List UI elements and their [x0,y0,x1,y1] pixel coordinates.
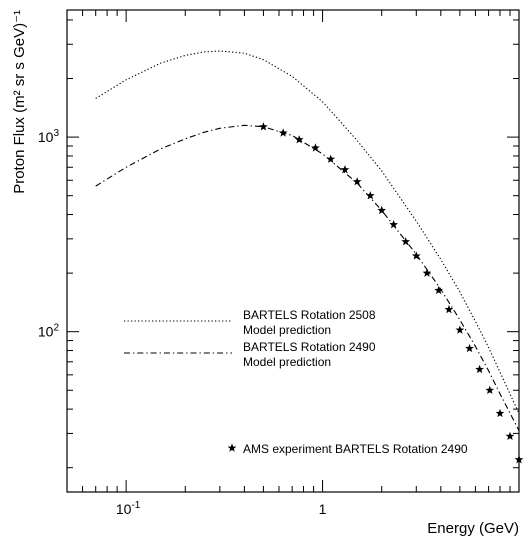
tick-labels: 10-1 1 102 103 [38,128,327,517]
data-point-star [465,343,474,353]
x-tick-label: 1 [319,501,327,517]
legend-star-marker [227,443,237,452]
data-point-star [475,364,484,374]
data-point-star [389,220,398,229]
data-point-star [377,205,387,215]
data-point-star [365,191,375,200]
data-point-star [340,165,350,174]
y-tick-label: 103 [38,128,60,145]
y-axis-title: Proton Flux (m² sr s GeV)⁻¹ [11,10,28,194]
data-point-star [278,128,288,137]
data-point-star [485,385,495,394]
series-layer [95,50,524,464]
data-point-star [311,143,320,152]
plot-frame [66,9,520,493]
legend-sublabel-2: Model prediction [243,355,331,369]
data-point-star [401,237,411,246]
series-line-2 [95,124,520,431]
series-line-1 [95,50,520,414]
series-ams-markers [259,122,524,464]
data-point-star [455,325,465,334]
y-tick-label: 102 [38,323,60,340]
legend-label-1: BARTELS Rotation 2508 [243,308,376,322]
legend-label-2: BARTELS Rotation 2490 [243,340,376,354]
data-point-star [495,408,505,418]
axis-ticks [66,10,520,492]
legend-label-3: AMS experiment BARTELS Rotation 2490 [243,442,468,456]
data-point-star [434,285,444,295]
data-point-star [505,431,515,441]
x-axis-title: Energy (GeV) [427,520,519,537]
data-point-star [422,268,432,277]
data-point-star [326,154,336,163]
legend-sublabel-1: Model prediction [243,323,331,337]
data-point-star [411,251,421,260]
data-point-star [514,455,524,464]
x-tick-label: 10-1 [116,500,141,517]
data-point-star [294,135,304,144]
data-point-star [444,304,454,314]
data-point-star [352,177,362,186]
data-point-star [259,122,268,131]
